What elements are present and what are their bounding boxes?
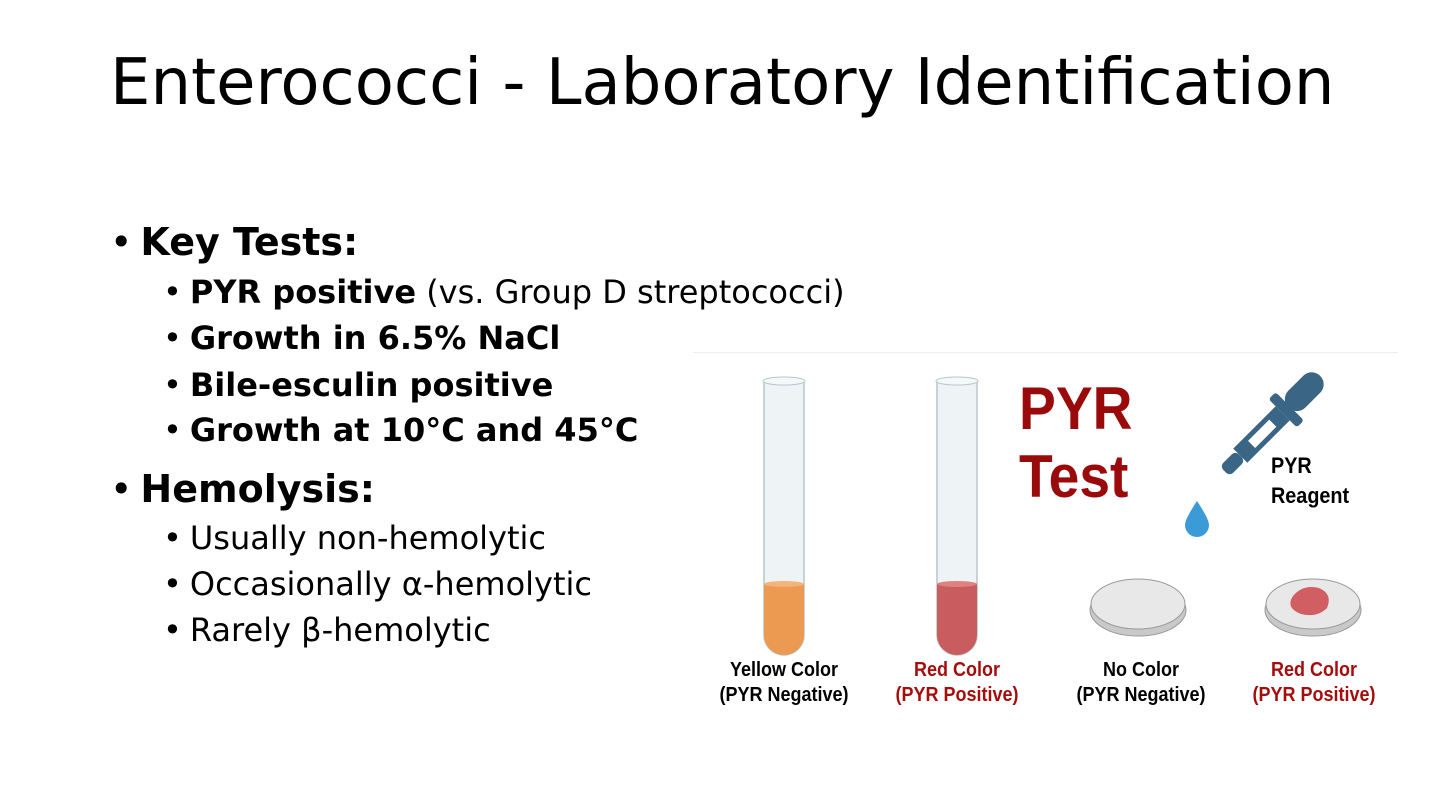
drop-icon — [1185, 501, 1209, 537]
title-line: PYR — [1019, 375, 1133, 442]
bullet-bold: Growth at 10°C and 45°C — [189, 411, 639, 449]
pyr-test-title: PYR Test — [1019, 375, 1133, 511]
bullet-bold: Bile-esculin positive — [189, 366, 554, 404]
section-heading: Key Tests: — [140, 220, 359, 264]
bullet-hemolysis: • Hemolysis: — [110, 467, 375, 511]
label-line: No Color — [1103, 659, 1179, 681]
label-red-disc: Red Color (PYR Positive) — [1233, 658, 1395, 708]
pyr-reagent-label: PYR Reagent — [1271, 451, 1349, 511]
dropper-icon — [1185, 372, 1324, 537]
label-red-tube: Red Color (PYR Positive) — [876, 658, 1038, 708]
bullet-dot: • — [163, 565, 182, 603]
disc-no-color-icon — [1089, 578, 1187, 637]
bullet-text: Usually non-hemolytic — [189, 519, 547, 557]
bullet-text: Rarely β-hemolytic — [189, 611, 491, 649]
bullet-dot: • — [163, 319, 182, 357]
bullet-text: (vs. Group D streptococci) — [416, 273, 845, 311]
label-line: (PYR Negative) — [719, 684, 849, 706]
disc-red-icon — [1264, 578, 1362, 637]
bullet-item: • Occasionally α-hemolytic — [163, 565, 592, 603]
section-heading: Hemolysis: — [140, 467, 375, 511]
test-tube-yellow-icon — [762, 376, 806, 656]
bullet-item: • Growth at 10°C and 45°C — [163, 411, 638, 449]
bullet-dot: • — [163, 273, 182, 311]
bullet-dot: • — [163, 519, 182, 557]
bullet-dot: • — [163, 611, 182, 649]
figure-graphics — [762, 372, 1362, 656]
bullet-item: • PYR positive (vs. Group D streptococci) — [163, 273, 845, 311]
bullet-bold: PYR positive — [189, 273, 417, 311]
bullet-item: • Rarely β-hemolytic — [163, 611, 491, 649]
bullet-dot: • — [110, 467, 133, 511]
label-line: (PYR Positive) — [1252, 684, 1376, 706]
test-tube-red-icon — [935, 376, 979, 656]
label-line: Red Color — [1270, 659, 1358, 681]
slide-title: Enterococci - Laboratory Identification — [110, 46, 1335, 120]
bullet-dot: • — [163, 366, 182, 404]
bullet-item: • Usually non-hemolytic — [163, 519, 546, 557]
label-line: Yellow Color — [729, 659, 839, 681]
bullet-item: • Growth in 6.5% NaCl — [163, 319, 560, 357]
pyr-test-figure: PYR Test PYR Reagent Yellow Color (PYR Nega… — [693, 352, 1398, 719]
bullet-dot: • — [163, 411, 182, 449]
bullet-key-tests: • Key Tests: — [110, 220, 358, 264]
reagent-line: PYR — [1271, 453, 1312, 478]
bullet-item: • Bile-esculin positive — [163, 366, 553, 404]
label-yellow-tube: Yellow Color (PYR Negative) — [703, 658, 865, 708]
label-line: (PYR Positive) — [895, 684, 1019, 706]
label-line: (PYR Negative) — [1076, 684, 1206, 706]
label-no-color-disc: No Color (PYR Negative) — [1060, 658, 1222, 708]
bullet-dot: • — [110, 220, 133, 264]
bullet-text: Occasionally α-hemolytic — [189, 565, 592, 603]
reagent-line: Reagent — [1271, 483, 1350, 508]
label-line: Red Color — [913, 659, 1001, 681]
title-line: Test — [1019, 443, 1129, 510]
bullet-bold: Growth in 6.5% NaCl — [189, 319, 561, 357]
